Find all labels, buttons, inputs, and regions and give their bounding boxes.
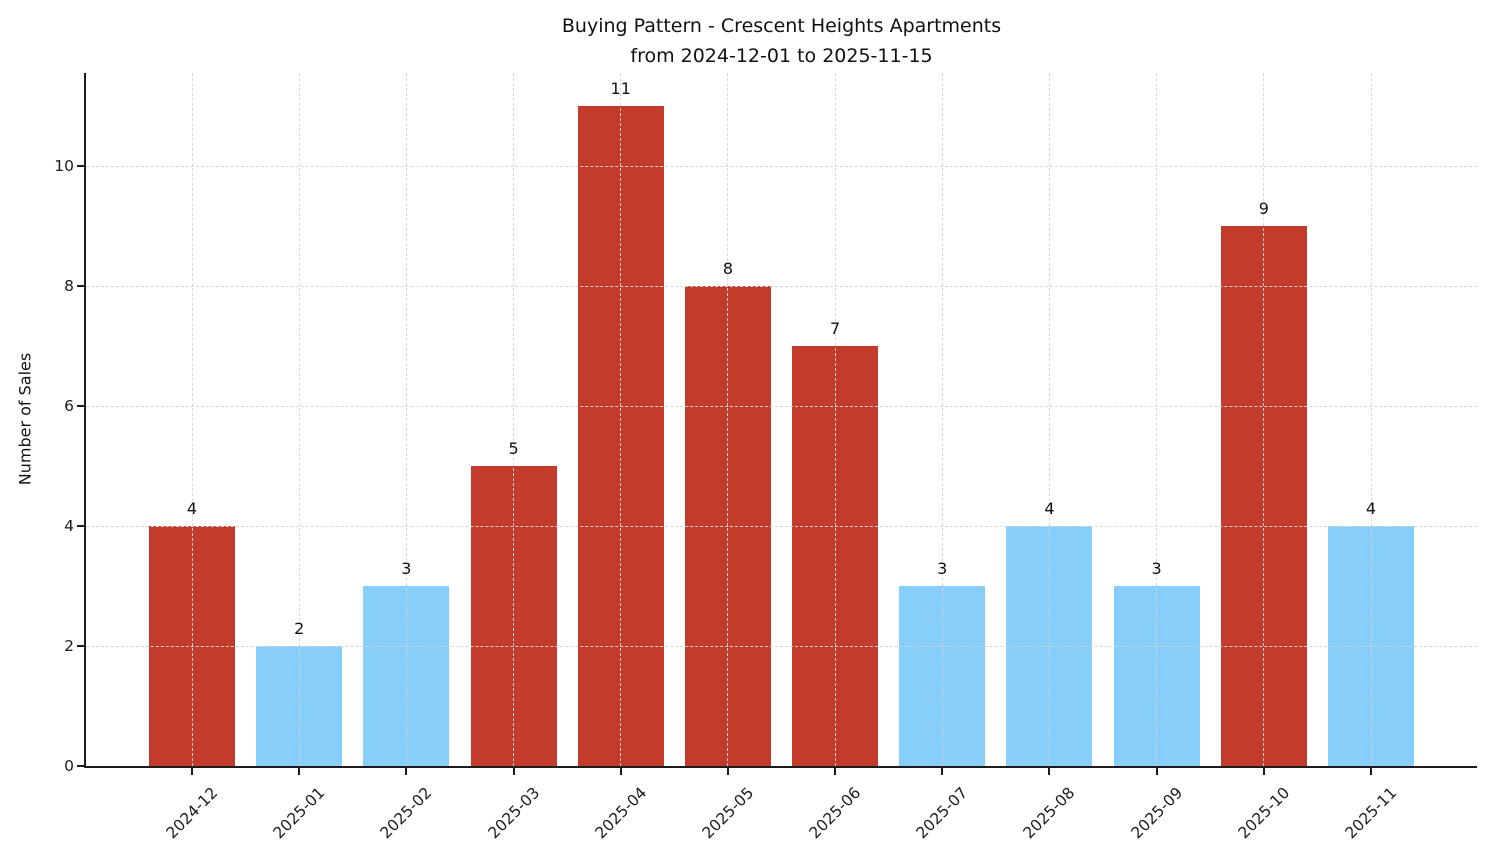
x-tick-label-text: 2025-04	[591, 783, 650, 843]
gridline-vertical	[191, 73, 193, 766]
bar-value-label-2025-07: 3	[937, 559, 948, 578]
chart-title-line-1: Buying Pattern - Crescent Heights Apartm…	[561, 15, 1002, 37]
gridline-vertical	[1048, 73, 1050, 766]
gridline-horizontal	[86, 525, 1477, 527]
gridline-vertical	[1370, 73, 1372, 766]
x-tick-mark	[1262, 768, 1265, 775]
x-tick-mark	[1155, 768, 1158, 775]
bar-value-label-2025-11: 4	[1365, 499, 1377, 518]
x-tick-label-text: 2025-10	[1234, 783, 1294, 843]
gridline-vertical	[620, 73, 622, 766]
x-axis-spine	[84, 766, 1477, 768]
y-tick-mark	[77, 165, 84, 167]
gridline-horizontal	[86, 405, 1477, 407]
x-tick-mark	[1370, 768, 1372, 775]
y-tick-label-0: 0	[64, 757, 74, 775]
x-tick-label-text: 2024-12	[162, 783, 222, 843]
chart-title: Buying Pattern - Crescent Heights Apartm…	[86, 11, 1477, 71]
y-tick-label-6: 6	[64, 397, 74, 415]
x-tick-label-text: 2025-11	[1341, 783, 1401, 843]
x-tick-mark	[619, 768, 622, 775]
chart-title-line-2: from 2024-12-01 to 2025-11-15	[630, 45, 933, 67]
x-tick-label-text: 2025-08	[1020, 783, 1079, 843]
gridline-vertical	[513, 73, 515, 766]
y-tick-mark	[77, 285, 84, 287]
x-tick-mark	[405, 768, 408, 775]
gridline-horizontal	[86, 645, 1477, 647]
bar-value-label-2025-03: 5	[508, 439, 519, 458]
y-tick-label-2: 2	[64, 637, 74, 655]
x-tick-mark	[834, 768, 837, 775]
y-tick-label-4: 4	[64, 517, 74, 535]
gridline-vertical	[298, 73, 300, 766]
bar-value-label-2024-12: 4	[186, 499, 198, 518]
gridline-vertical	[1263, 73, 1265, 766]
y-tick-mark	[77, 525, 84, 527]
x-tick-mark	[1048, 768, 1051, 775]
bar-value-label-2025-06: 7	[829, 319, 841, 338]
x-tick-label-text: 2025-02	[377, 783, 436, 843]
y-axis-spine	[84, 73, 86, 768]
x-tick-mark	[512, 768, 515, 775]
y-tick-mark	[77, 645, 84, 647]
gridline-horizontal	[86, 165, 1477, 167]
y-tick-mark	[77, 765, 84, 767]
x-tick-mark	[726, 768, 729, 775]
x-tick-mark	[298, 768, 301, 775]
bar-value-label-2025-02: 3	[401, 559, 412, 578]
x-tick-label-text: 2025-06	[805, 783, 865, 843]
y-tick-mark	[77, 405, 84, 407]
gridline-vertical	[941, 73, 943, 766]
gridline-vertical	[1156, 73, 1158, 766]
x-tick-label-text: 2025-03	[484, 783, 543, 843]
x-tick-mark	[941, 768, 944, 775]
bar-value-label-2025-08: 4	[1044, 499, 1055, 518]
y-tick-label-8: 8	[64, 277, 74, 295]
bar-value-label-2025-04: 11	[610, 79, 631, 98]
gridline-vertical	[834, 73, 836, 766]
x-tick-mark	[191, 768, 193, 775]
x-tick-label-text: 2025-07	[913, 783, 972, 843]
x-tick-label-text: 2025-09	[1127, 783, 1186, 843]
y-axis-label: Number of Sales	[15, 352, 35, 486]
x-tick-label-text: 2025-01	[269, 783, 329, 843]
y-tick-label-10: 10	[54, 157, 74, 175]
gridline-vertical	[727, 73, 729, 766]
bar-value-label-2025-10: 9	[1258, 199, 1269, 218]
x-tick-label-text: 2025-05	[698, 783, 758, 843]
bar-value-label-2025-09: 3	[1151, 559, 1162, 578]
plot-area: 2024-12 4 2025-01 2 2025-02 3 2025-03 5 2025-04 1…	[54, 73, 1477, 842]
gridline-vertical	[405, 73, 407, 766]
bar-value-label-2025-01: 2	[294, 619, 305, 638]
gridline-horizontal	[86, 285, 1477, 287]
bar-value-label-2025-05: 8	[722, 259, 733, 278]
